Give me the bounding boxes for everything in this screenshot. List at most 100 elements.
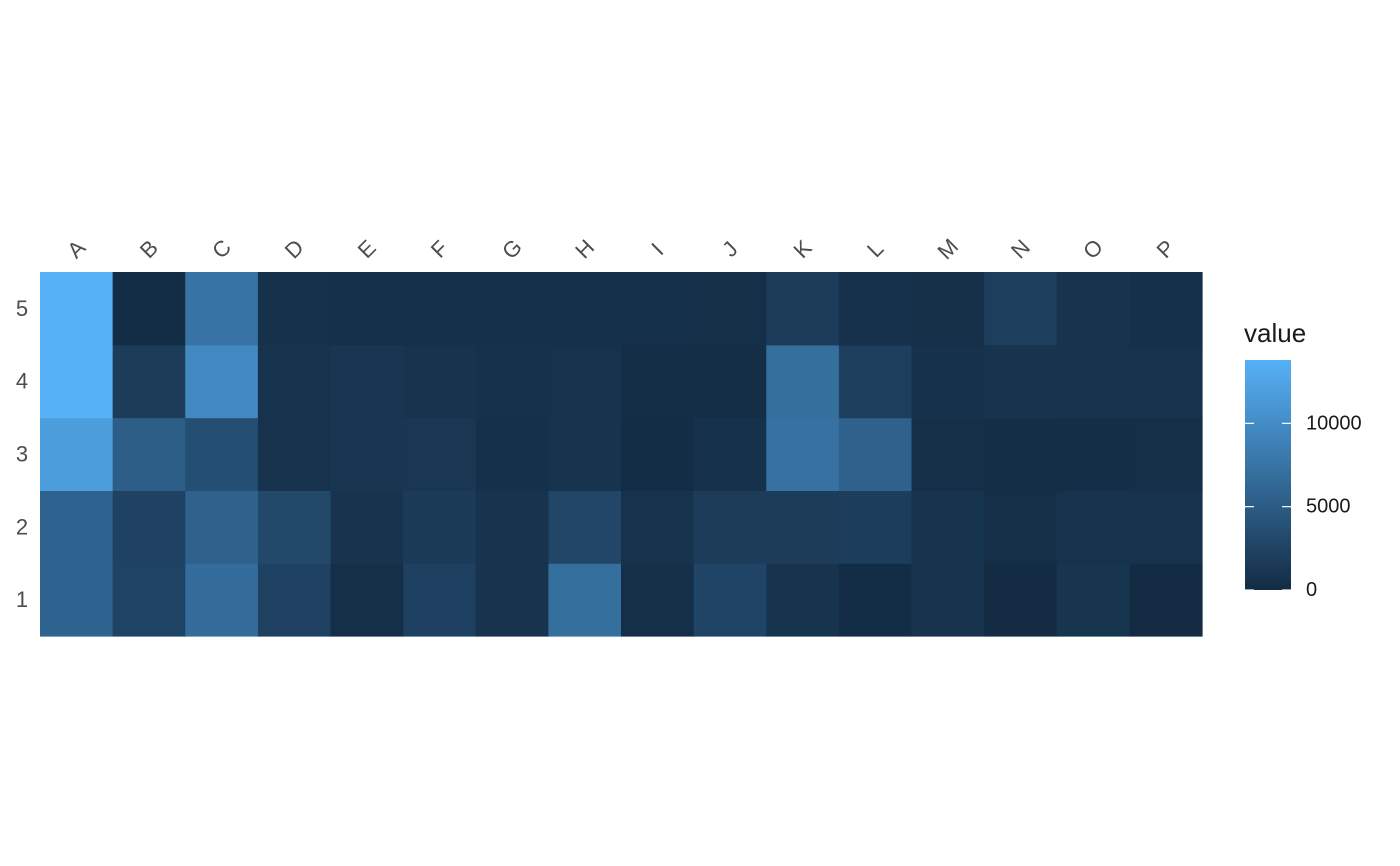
legend-ticks: 0 5000 10000 — [1245, 412, 1362, 601]
x-tick-label-L: L — [862, 236, 888, 262]
heatmap-cell-M-5 — [911, 272, 985, 346]
heatmap-cell-N-5 — [984, 272, 1058, 346]
x-tick-label-E: E — [353, 235, 381, 263]
heatmap-cell-O-1 — [1056, 563, 1130, 637]
heatmap-cell-H-2 — [548, 490, 622, 564]
heatmap-cell-N-1 — [984, 563, 1058, 637]
heatmap-cell-M-2 — [911, 490, 985, 564]
heatmap-cell-H-3 — [548, 417, 622, 491]
heatmap-cell-I-5 — [621, 272, 695, 346]
heatmap-cell-O-5 — [1056, 272, 1130, 346]
x-tick-label-J: J — [717, 236, 742, 261]
heatmap-cell-C-3 — [185, 417, 259, 491]
y-axis-ticks: 1 2 3 4 5 — [16, 296, 28, 612]
heatmap-cell-L-4 — [838, 344, 913, 419]
x-tick-label-D: D — [280, 235, 309, 264]
heatmap-cell-A-3 — [40, 417, 114, 491]
heatmap-cell-D-1 — [257, 563, 332, 637]
heatmap-cell-B-4 — [112, 344, 186, 419]
heatmap-cell-C-4 — [185, 344, 259, 419]
x-tick-label-F: F — [426, 235, 453, 262]
x-tick-label-C: C — [207, 234, 236, 263]
heatmap-cell-J-1 — [693, 563, 767, 637]
heatmap-cell-H-5 — [548, 272, 622, 346]
heatmap-cell-I-2 — [621, 490, 695, 564]
heatmap-cell-J-3 — [693, 417, 767, 491]
heatmap-cell-P-5 — [1129, 272, 1203, 346]
heatmap-cell-E-1 — [330, 563, 404, 637]
heatmap-cell-N-4 — [984, 344, 1058, 419]
heatmap-cell-L-3 — [838, 417, 913, 491]
legend: value 0 5000 10000 — [1244, 318, 1362, 601]
legend-tick-label-10000: 10000 — [1306, 412, 1362, 434]
heatmap-cell-F-2 — [403, 490, 477, 564]
heatmap-cell-A-5 — [40, 272, 114, 346]
y-tick-label-2: 2 — [16, 514, 28, 539]
heatmap-cell-O-3 — [1056, 417, 1130, 491]
heatmap-cell-E-4 — [330, 344, 404, 419]
heatmap-cell-A-1 — [40, 563, 114, 637]
heatmap-cell-B-1 — [112, 563, 186, 637]
heatmap-cell-J-4 — [693, 344, 767, 419]
heatmap-cell-P-1 — [1129, 563, 1203, 637]
heatmap-cell-F-1 — [403, 563, 477, 637]
heatmap-cell-D-2 — [257, 490, 332, 564]
heatmap-cell-K-1 — [766, 563, 840, 637]
heatmap-cell-D-5 — [257, 272, 332, 346]
heatmap-cell-C-5 — [185, 272, 259, 346]
x-tick-label-G: G — [497, 234, 527, 264]
heatmap-cell-C-2 — [185, 490, 259, 564]
heatmap-cells — [40, 272, 1203, 637]
heatmap-cell-G-2 — [475, 490, 549, 564]
heatmap-cell-B-3 — [112, 417, 186, 491]
heatmap-cell-J-5 — [693, 272, 767, 346]
heatmap-cell-F-3 — [403, 417, 477, 491]
x-tick-label-P: P — [1152, 235, 1180, 263]
heatmap-cell-E-2 — [330, 490, 404, 564]
heatmap-cell-D-4 — [257, 344, 332, 419]
heatmap-cell-P-2 — [1129, 490, 1203, 564]
heatmap-cell-M-1 — [911, 563, 985, 637]
heatmap-cell-O-2 — [1056, 490, 1130, 564]
x-tick-label-H: H — [570, 235, 599, 264]
x-tick-label-A: A — [62, 235, 90, 263]
heatmap-cell-I-1 — [621, 563, 695, 637]
y-tick-label-5: 5 — [16, 296, 28, 321]
heatmap-cell-B-2 — [112, 490, 186, 564]
heatmap-cell-H-4 — [548, 344, 622, 419]
y-tick-label-3: 3 — [16, 442, 28, 467]
heatmap-cell-I-4 — [621, 344, 695, 419]
x-tick-label-I: I — [646, 238, 668, 260]
heatmap-cell-H-1 — [548, 563, 622, 637]
heatmap-cell-L-5 — [838, 272, 913, 346]
heatmap-cell-K-3 — [766, 417, 840, 491]
heatmap-cell-K-2 — [766, 490, 840, 564]
x-tick-label-B: B — [135, 235, 163, 263]
heatmap-cell-P-3 — [1129, 417, 1203, 491]
heatmap-cell-M-3 — [911, 417, 985, 491]
heatmap-cell-G-5 — [475, 272, 549, 346]
heatmap-cell-L-1 — [838, 563, 913, 637]
heatmap-cell-M-4 — [911, 344, 985, 419]
heatmap-cell-D-3 — [257, 417, 332, 491]
heatmap-cell-G-3 — [475, 417, 549, 491]
legend-title: value — [1244, 318, 1306, 348]
legend-colorbar — [1245, 360, 1291, 590]
legend-tick-label-0: 0 — [1306, 579, 1317, 601]
heatmap-cell-K-5 — [766, 272, 840, 346]
heatmap-cell-B-5 — [112, 272, 186, 346]
heatmap-cell-F-5 — [403, 272, 477, 346]
heatmap-cell-G-4 — [475, 344, 549, 419]
heatmap-cell-J-2 — [693, 490, 767, 564]
x-axis-ticks: A B C D E F G H I J K L M N O P — [62, 234, 1179, 265]
x-tick-label-K: K — [789, 235, 817, 263]
x-tick-label-O: O — [1078, 234, 1108, 264]
heatmap-cell-G-1 — [475, 563, 549, 637]
x-tick-label-M: M — [932, 234, 963, 265]
x-tick-label-N: N — [1006, 235, 1035, 264]
heatmap-cell-E-5 — [330, 272, 404, 346]
heatmap-cell-A-2 — [40, 490, 114, 564]
y-tick-label-4: 4 — [16, 369, 28, 394]
legend-tick-label-5000: 5000 — [1306, 496, 1351, 518]
